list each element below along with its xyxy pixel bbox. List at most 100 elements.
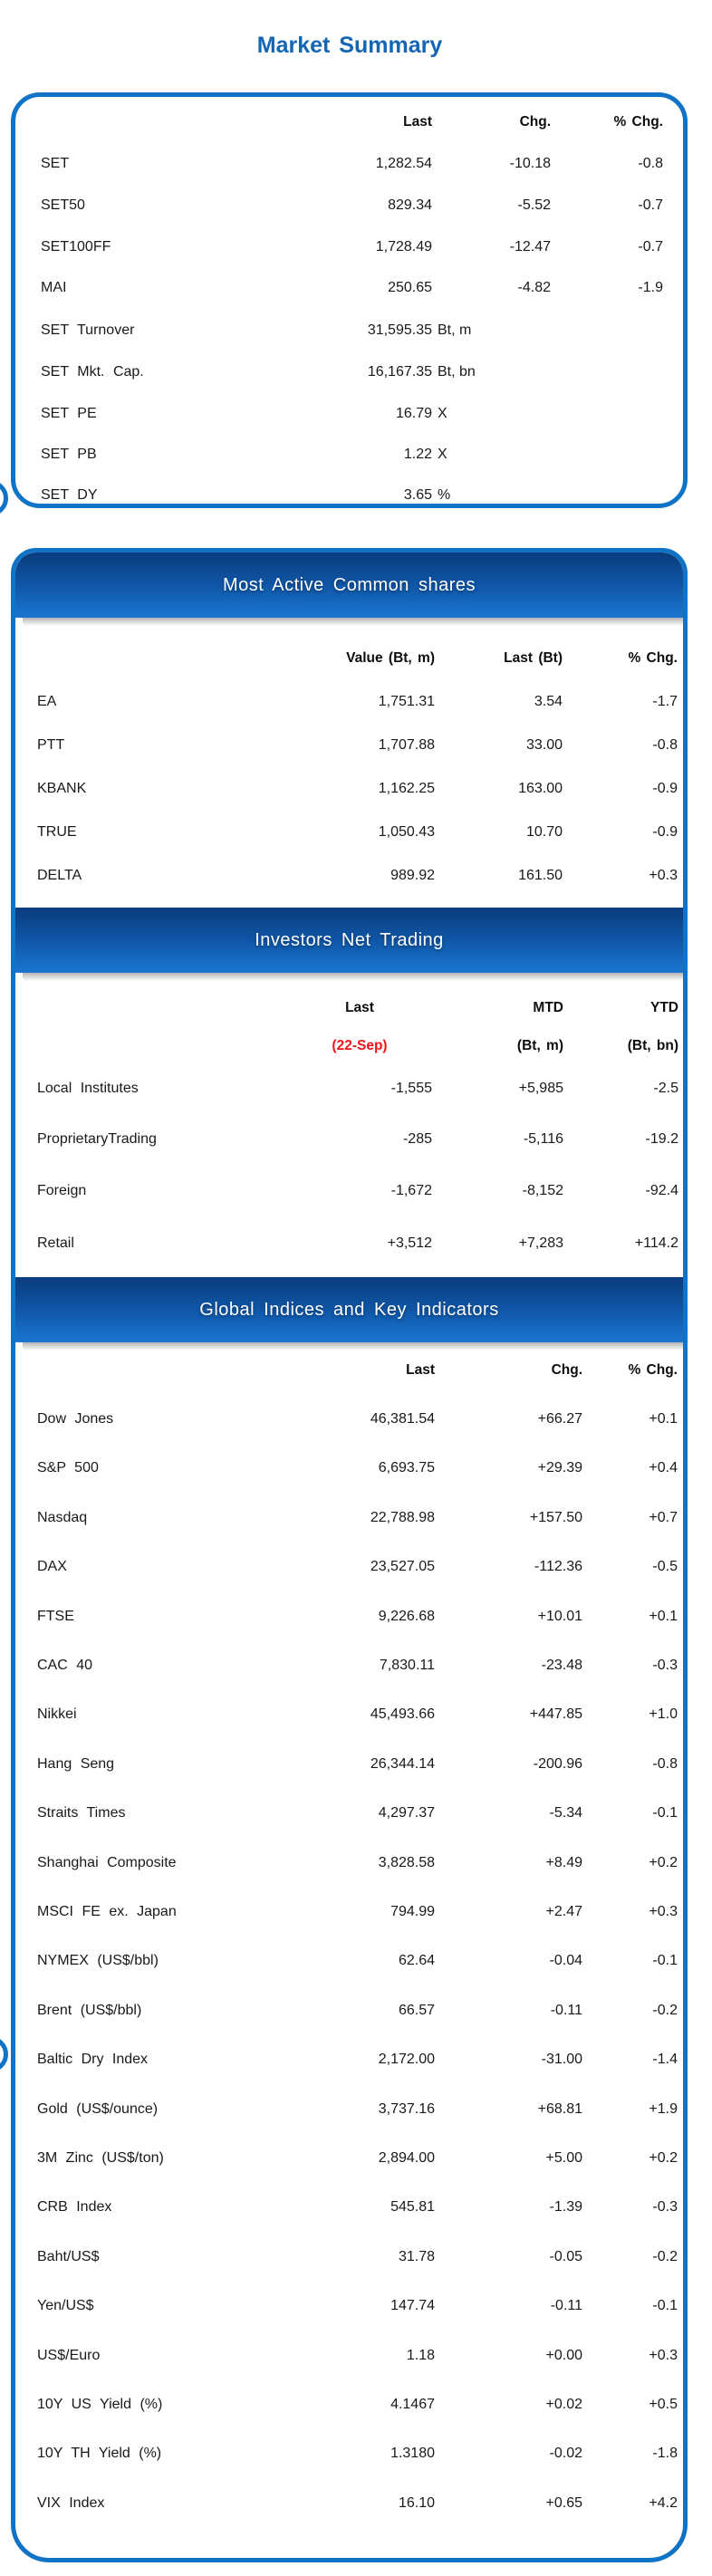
value-chg: -112.36 — [534, 1559, 582, 1575]
value-chg: +8.49 — [545, 1854, 582, 1870]
value-last: 2,894.00 — [378, 2150, 435, 2166]
value-mtd: +5,985 — [518, 1081, 563, 1096]
value-pctchg: +0.2 — [649, 1854, 678, 1870]
value-last: 1,282.54 — [375, 156, 432, 171]
value-last: 16,167.35 — [367, 364, 432, 380]
table-row: FTSE 9,226.68 +10.01 +0.1 — [15, 1608, 683, 1626]
value-chg: -5.52 — [517, 197, 551, 213]
value-pctchg: +0.1 — [649, 1608, 678, 1624]
most-active-header-bar: Most Active Common shares — [15, 553, 683, 618]
value-last: 250.65 — [388, 280, 432, 295]
table-row: Nikkei 45,493.66 +447.85 +1.0 — [15, 1706, 683, 1724]
header-bar-shadow — [23, 1342, 683, 1350]
value-last: +3,512 — [387, 1235, 432, 1251]
column-header-row: Last MTD YTD — [15, 999, 683, 1017]
row-label: DELTA — [37, 868, 82, 883]
value-chg: +0.02 — [545, 2397, 582, 2412]
value-pctchg: +0.1 — [649, 1411, 678, 1427]
value-chg: +157.50 — [529, 1509, 582, 1525]
row-label: 10Y US Yield (%) — [37, 2397, 163, 2412]
investors-header-bar: Investors Net Trading — [15, 908, 683, 973]
value-last: 31.78 — [398, 2248, 435, 2264]
table-row: KBANK 1,162.25 163.00 -0.9 — [15, 780, 683, 798]
value-last: 4.1467 — [390, 2397, 435, 2412]
table-row: Baht/US$ 31.78 -0.05 -0.2 — [15, 2248, 683, 2266]
value-chg: +0.65 — [545, 2494, 582, 2511]
column-subheader-row: (22-Sep) (Bt, m) (Bt, bn) — [15, 1037, 683, 1055]
column-header-mtd: MTD — [533, 1000, 563, 1015]
row-label: SET Turnover — [41, 322, 135, 338]
row-label: Brent (US$/bbl) — [37, 2002, 142, 2018]
row-label: Baltic Dry Index — [37, 2052, 149, 2068]
table-row: CAC 40 7,830.11 -23.48 -0.3 — [15, 1657, 683, 1675]
table-row: DAX 23,527.05 -112.36 -0.5 — [15, 1558, 683, 1576]
row-label: CRB Index — [37, 2199, 112, 2216]
column-header-row: Last Chg. % Chg. — [15, 1361, 683, 1379]
value-pctchg: -0.1 — [652, 2298, 678, 2314]
column-header-pctchg: % Chg. — [628, 1362, 678, 1378]
row-label: Yen/US$ — [37, 2298, 94, 2314]
value-last: 3,828.58 — [378, 1854, 435, 1870]
row-label: ProprietaryTrading — [37, 1131, 157, 1147]
table-row: NYMEX (US$/bbl) 62.64 -0.04 -0.1 — [15, 1952, 683, 1970]
value-pctchg: +0.4 — [649, 1460, 678, 1476]
row-label: 10Y TH Yield (%) — [37, 2446, 162, 2462]
table-row: PTT 1,707.88 33.00 -0.8 — [15, 736, 683, 755]
row-label: Straits Times — [37, 1805, 126, 1821]
table-row: Straits Times 4,297.37 -5.34 -0.1 — [15, 1804, 683, 1822]
value-pctchg: -0.3 — [652, 2199, 678, 2216]
value-unit: Bt, bn — [438, 364, 476, 380]
value-last: 161.50 — [518, 868, 563, 883]
edge-circle-decoration-bottom — [0, 2036, 8, 2072]
value-last: 66.57 — [398, 2002, 435, 2018]
value-last: 10.70 — [525, 824, 563, 840]
table-row: 3M Zinc (US$/ton) 2,894.00 +5.00 +0.2 — [15, 2149, 683, 2167]
table-row: SET Mkt. Cap. 16,167.35 Bt, bn — [15, 363, 683, 381]
column-header-chg: Chg. — [551, 1362, 582, 1378]
value-value: 989.92 — [390, 868, 435, 883]
value-last: -1,555 — [390, 1081, 432, 1096]
value-last: 829.34 — [388, 197, 432, 213]
value-pctchg: +0.3 — [649, 868, 678, 883]
table-row: S&P 500 6,693.75 +29.39 +0.4 — [15, 1459, 683, 1477]
row-label: SET DY — [41, 487, 98, 503]
row-label: MSCI FE ex. Japan — [37, 1904, 177, 1919]
table-row: Dow Jones 46,381.54 +66.27 +0.1 — [15, 1410, 683, 1428]
table-row: Shanghai Composite 3,828.58 +8.49 +0.2 — [15, 1854, 683, 1872]
value-pctchg: +1.0 — [649, 1706, 678, 1723]
table-row: US$/Euro 1.18 +0.00 +0.3 — [15, 2347, 683, 2365]
table-row: MSCI FE ex. Japan 794.99 +2.47 +0.3 — [15, 1903, 683, 1921]
row-label: Shanghai Composite — [37, 1854, 177, 1870]
value-pctchg: +4.2 — [649, 2494, 678, 2511]
table-row: ProprietaryTrading -285 -5,116 -19.2 — [15, 1130, 683, 1149]
value-last: 45,493.66 — [370, 1706, 435, 1723]
value-chg: +10.01 — [537, 1608, 582, 1624]
row-label: SET PE — [41, 406, 97, 421]
row-label: FTSE — [37, 1608, 74, 1624]
row-label: Nikkei — [37, 1706, 77, 1723]
value-pctchg: -0.1 — [652, 1805, 678, 1821]
row-label: VIX Index — [37, 2494, 105, 2511]
column-subheader-date: (22-Sep) — [332, 1038, 388, 1053]
value-last: 1,728.49 — [375, 239, 432, 255]
value-pctchg: -0.1 — [652, 1953, 678, 1969]
value-mtd: -5,116 — [523, 1131, 563, 1147]
value-chg: -23.48 — [541, 1658, 582, 1673]
value-pctchg: -0.5 — [652, 1559, 678, 1575]
page-title: Market Summary — [256, 33, 443, 58]
value-ytd: +114.2 — [634, 1235, 678, 1251]
table-row: Local Institutes -1,555 +5,985 -2.5 — [15, 1080, 683, 1098]
value-chg: -0.05 — [549, 2248, 582, 2264]
table-row: TRUE 1,050.43 10.70 -0.9 — [15, 823, 683, 841]
value-unit: X — [438, 447, 447, 462]
value-value: 1,162.25 — [378, 781, 435, 796]
value-mtd: +7,283 — [518, 1235, 563, 1251]
value-last: 46,381.54 — [370, 1411, 435, 1427]
header-bar-shadow — [23, 618, 683, 626]
value-chg: -4.82 — [517, 280, 551, 295]
value-last: 3,737.16 — [378, 2100, 435, 2117]
value-pctchg: -0.2 — [652, 2002, 678, 2018]
column-header-value: Value (Bt, m) — [346, 650, 435, 666]
row-label: SET50 — [41, 197, 85, 213]
